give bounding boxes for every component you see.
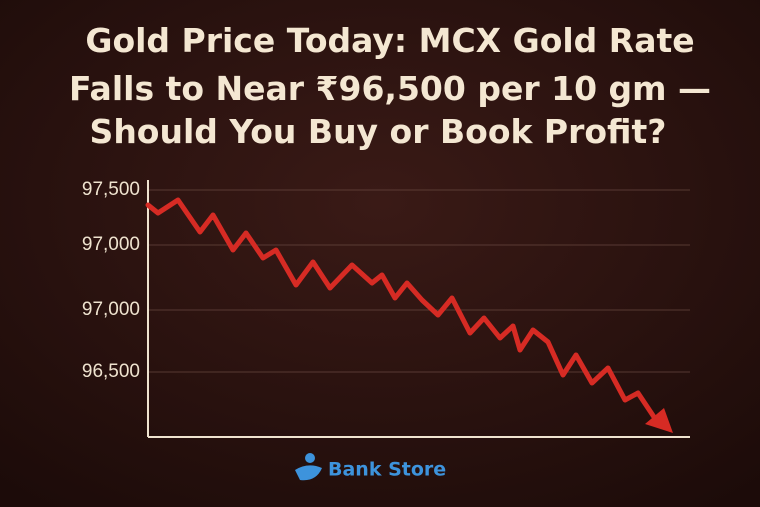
y-axis-label: 97,000: [82, 234, 140, 255]
logo-icon: [305, 453, 315, 463]
logo-icon: [295, 465, 322, 481]
trend-line: [145, 197, 659, 423]
logo-text: Bank Store: [328, 459, 446, 481]
title-line: Should You Buy or Book Profit?: [90, 112, 667, 151]
y-axis-label: 97,000: [82, 299, 140, 320]
trend-arrowhead: [645, 408, 673, 433]
y-axis-label: 96,500: [82, 361, 140, 382]
title-line: Falls to Near ₹96,500 per 10 gm —: [69, 69, 711, 108]
logo: Bank Store: [295, 453, 446, 481]
title-line: Gold Price Today: MCX Gold Rate: [85, 21, 694, 60]
y-axis-label: 97,500: [82, 179, 140, 200]
